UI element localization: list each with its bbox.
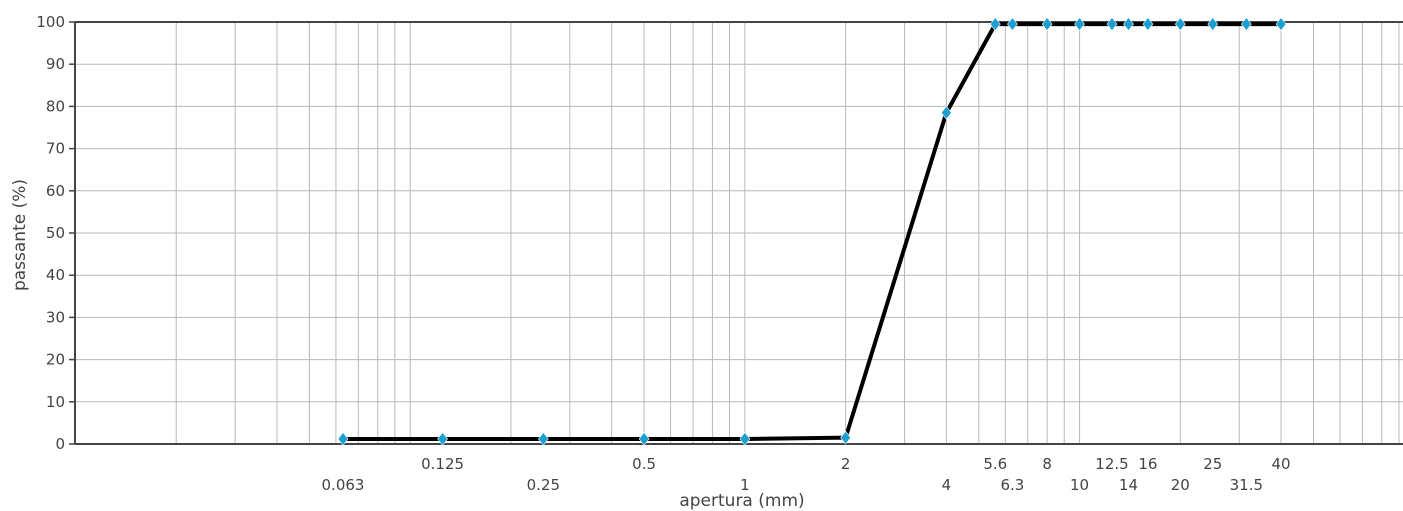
data-point xyxy=(1041,17,1053,32)
data-point xyxy=(1240,17,1252,32)
y-tick-label: 50 xyxy=(46,224,65,242)
data-point xyxy=(840,430,851,445)
y-tick-label: 30 xyxy=(46,308,65,326)
x-tick-label-upper: 16 xyxy=(1138,455,1157,473)
data-point xyxy=(1275,17,1287,32)
x-tick-label-lower: 0.063 xyxy=(322,476,365,494)
data-point xyxy=(337,431,349,446)
data-point xyxy=(989,17,1001,32)
data-point xyxy=(1207,17,1219,32)
x-tick-label-lower: 4 xyxy=(942,476,952,494)
x-tick-label-upper: 5.6 xyxy=(983,455,1007,473)
data-point xyxy=(1174,17,1186,32)
x-tick-label-lower: 20 xyxy=(1171,476,1190,494)
x-tick-label-lower: 14 xyxy=(1119,476,1138,494)
x-axis-title: apertura (mm) xyxy=(679,491,804,511)
data-point xyxy=(638,431,650,446)
data-point xyxy=(1106,17,1118,32)
y-tick-label: 80 xyxy=(46,97,65,115)
y-tick-label: 60 xyxy=(46,182,65,200)
series-line xyxy=(341,22,1284,441)
data-point xyxy=(1142,17,1154,32)
y-tick-label: 40 xyxy=(46,266,65,284)
series-group xyxy=(337,17,1287,446)
x-tick-label-upper: 2 xyxy=(841,455,851,473)
x-tick-label-lower: 31.5 xyxy=(1230,476,1263,494)
x-tick-label-upper: 12.5 xyxy=(1095,455,1128,473)
y-tick-label: 10 xyxy=(46,393,65,411)
y-tick-labels: 0 10 20 30 40 50 60 70 80 90 100 xyxy=(36,13,75,453)
y-tick-label: 90 xyxy=(46,55,65,73)
x-tick-label-lower: 6.3 xyxy=(1000,476,1024,494)
x-tick-label-lower: 0.25 xyxy=(527,476,560,494)
data-point xyxy=(1074,17,1085,32)
y-tick-label: 70 xyxy=(46,140,65,158)
x-tick-label-lower: 10 xyxy=(1070,476,1089,494)
x-tick-label-upper: 0.125 xyxy=(421,455,464,473)
y-tick-label: 0 xyxy=(55,435,65,453)
x-tick-label-upper: 25 xyxy=(1203,455,1222,473)
y-tick-label: 20 xyxy=(46,351,65,369)
data-point xyxy=(1007,17,1018,32)
x-tick-label-upper: 40 xyxy=(1272,455,1291,473)
data-point xyxy=(739,431,751,446)
y-tick-label: 100 xyxy=(36,13,65,31)
x-tick-label-upper: 0.5 xyxy=(632,455,656,473)
data-point xyxy=(940,105,952,120)
data-point xyxy=(437,431,448,446)
horizontal-gridlines xyxy=(75,21,1403,403)
x-tick-labels: 0.125 0.5 2 5.6 8 12.5 16 25 400.063 0.25 1 4 6.3 10 1… xyxy=(322,455,1291,494)
y-axis-title: passante (%) xyxy=(10,179,30,291)
data-point xyxy=(537,431,549,446)
x-tick-label-lower: 1 xyxy=(740,476,750,494)
x-tick-label-upper: 8 xyxy=(1042,455,1052,473)
data-point xyxy=(1123,17,1134,32)
